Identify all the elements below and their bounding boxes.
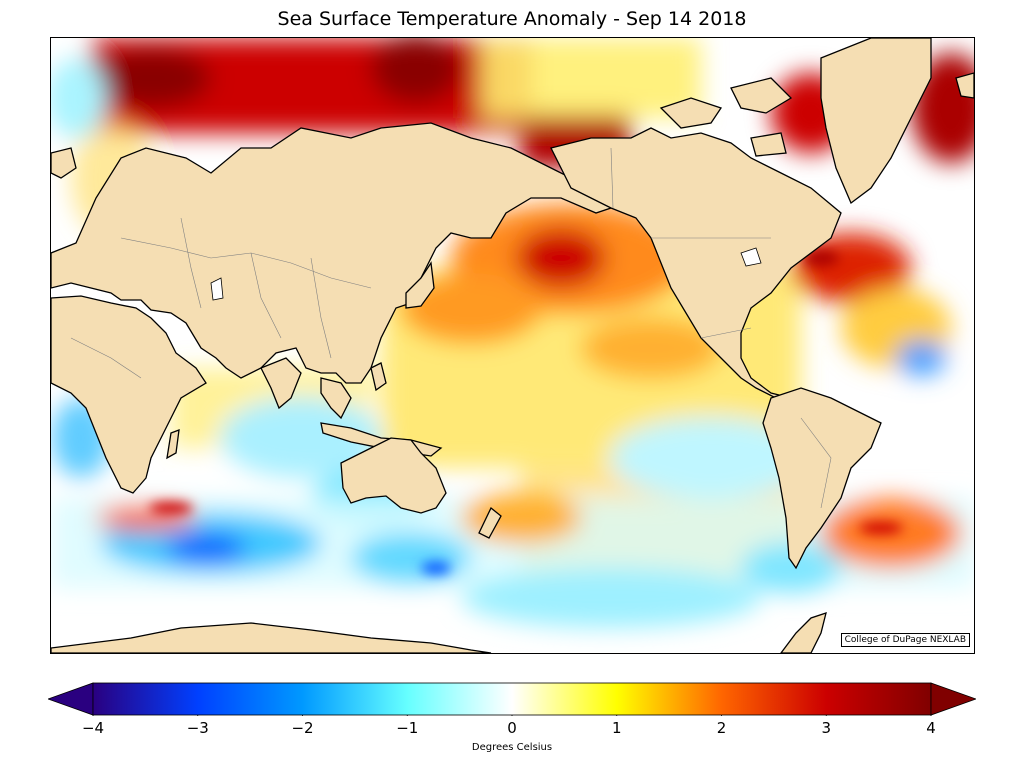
colorbar-tick-label: 1 [611, 719, 622, 737]
iceland [955, 72, 974, 99]
map-title: Sea Surface Temperature Anomaly - Sep 14… [277, 8, 747, 30]
lakes [210, 247, 762, 301]
colorbar-gradient [92, 682, 932, 716]
new-zealand [478, 506, 502, 539]
antarctica-landmass [51, 622, 492, 653]
colorbar-tick-label: −3 [186, 719, 209, 737]
colorbar-tick-label: −2 [291, 719, 314, 737]
indochina [320, 377, 352, 420]
madagascar [166, 429, 180, 460]
philippines [370, 362, 387, 392]
colorbar-label: Degrees Celsius [471, 742, 553, 753]
arctic-archipelago [659, 77, 793, 157]
colorbar [48, 682, 976, 716]
colorbar-tick-label: −4 [81, 719, 105, 737]
colorbar-tick-label: 2 [716, 719, 727, 737]
greenland-landmass [820, 38, 932, 205]
country-borders [70, 147, 832, 509]
south-america-landmass [762, 387, 882, 570]
north-america-landmass [550, 127, 842, 419]
credit-label: College of DuPage NEXLAB [840, 633, 970, 647]
africa-landmass [51, 295, 207, 494]
eurasia-landmass [51, 122, 612, 384]
colorbar-tick-label: 3 [821, 719, 832, 737]
colorbar-tick-label: −1 [396, 719, 419, 737]
japan [405, 261, 435, 309]
colorbar-over-extension [930, 682, 976, 716]
colorbar-under-extension [48, 682, 94, 716]
colorbar-ticks [92, 715, 932, 716]
australia-landmass [340, 437, 447, 514]
sst-anomaly-map [51, 38, 974, 653]
south-asia [260, 357, 302, 410]
colorbar-tick-label: 0 [507, 719, 517, 737]
colorbar-tick-label: 4 [926, 719, 936, 737]
land-masses [51, 38, 974, 653]
british-isles [51, 147, 77, 179]
antarctic-peninsula [780, 612, 827, 653]
map-panel: College of DuPage NEXLAB [50, 37, 975, 654]
